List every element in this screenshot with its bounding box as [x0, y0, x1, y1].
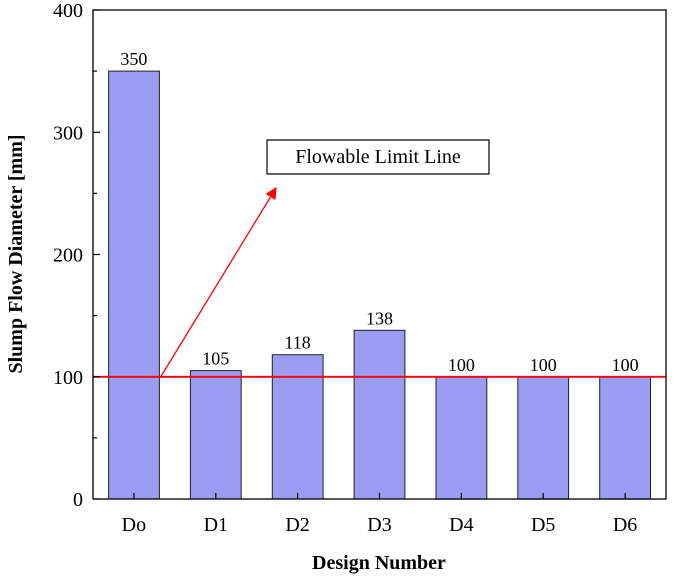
annotation-text: Flowable Limit Line	[295, 146, 461, 168]
y-axis-ticks: 0 100 200 300 400	[53, 0, 100, 511]
data-label-d5: 100	[530, 355, 557, 375]
y-tick-label-400: 400	[53, 0, 83, 22]
x-tick-label-d4: D4	[449, 514, 473, 536]
bar-d1	[189, 370, 242, 500]
bar-d4	[435, 376, 488, 500]
y-tick-label-0: 0	[73, 489, 83, 511]
y-tick-label-200: 200	[53, 245, 83, 267]
data-label-d2: 118	[284, 333, 310, 353]
x-tick-label-d2: D2	[285, 514, 309, 536]
x-axis-title: Design Number	[312, 552, 446, 574]
x-tick-label-d1: D1	[204, 514, 228, 536]
y-tick-label-100: 100	[53, 367, 83, 389]
bar-d5	[517, 376, 570, 500]
bar-d6	[599, 376, 652, 500]
bar-d2	[271, 354, 324, 500]
y-axis-title: Slump Flow Diameter [mm]	[5, 134, 27, 373]
bars-group	[108, 70, 652, 500]
x-tick-label-d3: D3	[367, 514, 391, 536]
data-label-d3: 138	[366, 308, 393, 328]
x-axis-ticks: Do D1 D2 D3 D4 D5 D6	[122, 493, 637, 536]
data-labels-group: 350 105 118 138 100 100 100	[120, 49, 638, 375]
bar-do	[108, 70, 160, 500]
x-tick-label-do: Do	[122, 514, 146, 536]
annotation-box: Flowable Limit Line	[266, 139, 490, 175]
data-label-d6: 100	[612, 355, 639, 375]
annotation-arrow	[159, 187, 277, 379]
x-tick-label-d6: D6	[613, 514, 637, 536]
y-tick-label-300: 300	[53, 122, 83, 144]
x-tick-label-d5: D5	[531, 514, 555, 536]
data-label-d1: 105	[202, 349, 229, 369]
data-label-d4: 100	[448, 355, 475, 375]
bar-d3	[353, 329, 406, 500]
data-label-do: 350	[120, 49, 147, 69]
